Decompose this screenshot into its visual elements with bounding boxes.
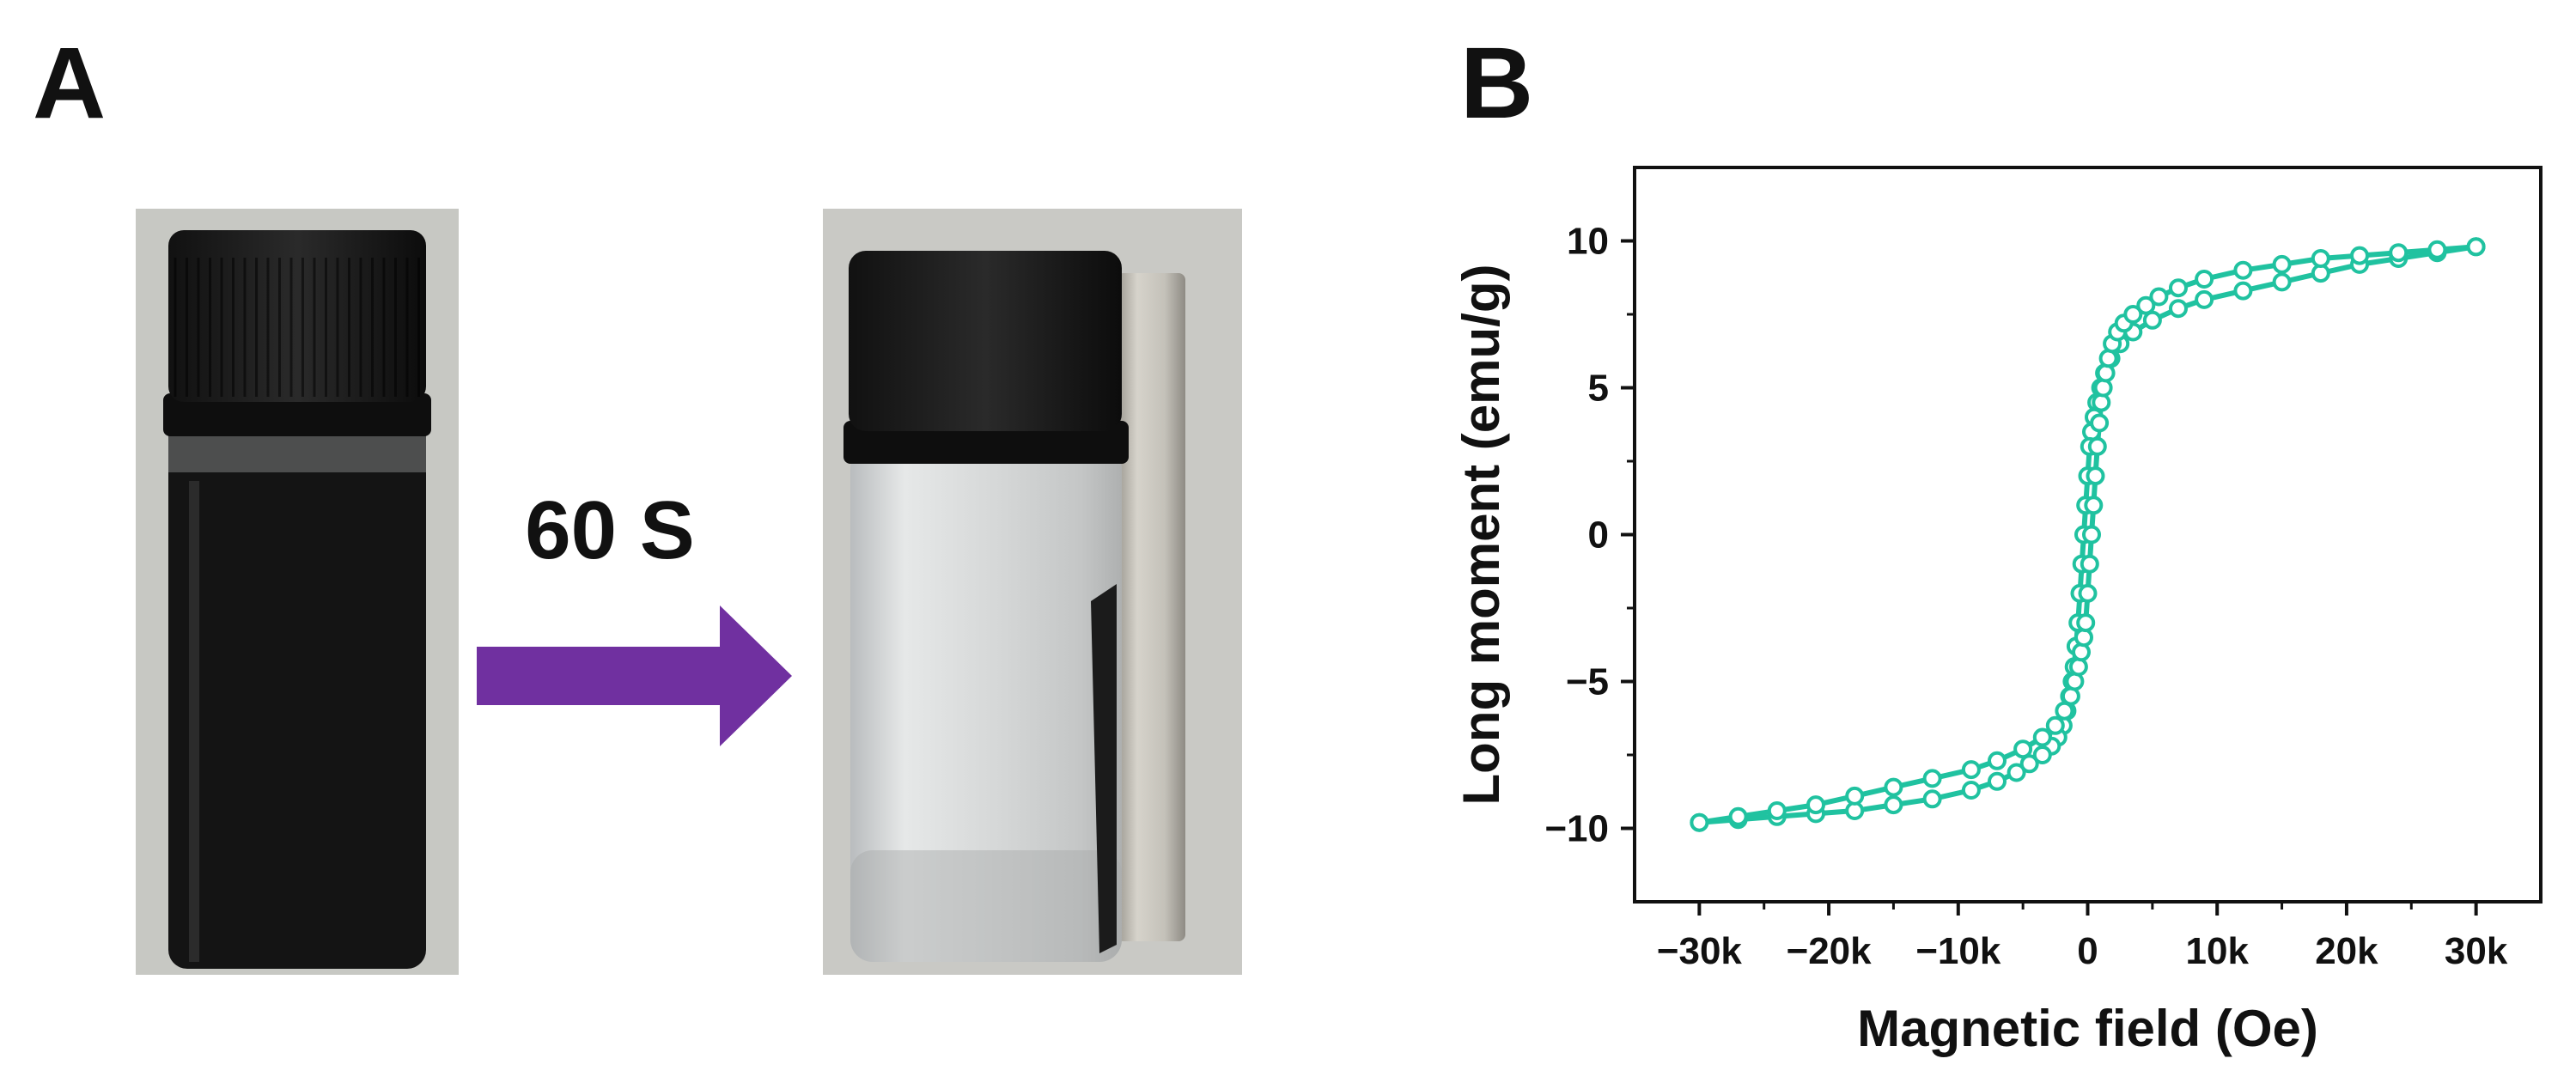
data-point (2055, 701, 2074, 721)
data-point (1884, 795, 1903, 815)
data-point (2466, 237, 2486, 257)
data-point (2389, 243, 2409, 263)
data-point (2076, 613, 2096, 633)
panel-b-label: B (1460, 27, 1534, 140)
panel-a-label: A (33, 27, 107, 140)
y-tick-label: 0 (1588, 514, 1609, 557)
data-point (2078, 583, 2098, 603)
data-point (1988, 771, 2007, 791)
x-tick-label: 30k (2445, 930, 2508, 972)
data-point (2272, 254, 2292, 274)
separation-time-label: 60 S (525, 484, 694, 576)
data-point (2019, 754, 2039, 774)
data-point (2169, 278, 2188, 298)
data-point (2233, 260, 2253, 280)
data-point (2074, 628, 2093, 648)
data-point (2068, 657, 2088, 677)
data-point (1988, 751, 2007, 770)
data-point (2084, 496, 2104, 515)
data-point (2169, 299, 2188, 319)
x-tick-label: 10k (2186, 930, 2250, 972)
x-tick-label: −20k (1787, 930, 1873, 972)
data-point (2142, 310, 2162, 330)
data-point (1728, 806, 1748, 826)
data-point (2092, 392, 2111, 412)
magnet-bar (1117, 273, 1185, 941)
x-tick-label: −10k (1915, 930, 2001, 972)
data-point (2350, 246, 2369, 265)
data-point (1767, 801, 1787, 820)
magnetic-particles (1091, 584, 1117, 953)
data-point (2093, 378, 2113, 398)
data-point (1922, 769, 1942, 788)
data-point (1961, 781, 1981, 800)
separation-arrow (477, 605, 792, 746)
data-point (2195, 289, 2214, 309)
vial-before-photo (136, 209, 459, 975)
data-point (1845, 786, 1865, 806)
data-point (2096, 363, 2116, 383)
y-axis-label: Long moment (emu/g) (1452, 265, 1510, 806)
y-tick-label: −5 (1566, 661, 1609, 703)
data-point (2013, 739, 2033, 759)
data-point (2427, 240, 2447, 259)
data-point (1884, 777, 1903, 797)
data-point (2149, 287, 2169, 307)
x-tick-label: 0 (2077, 930, 2098, 972)
data-point (2045, 715, 2065, 735)
data-point (2090, 413, 2110, 433)
data-point (2136, 295, 2156, 315)
data-point (2123, 305, 2143, 324)
y-tick-label: 5 (1588, 368, 1609, 410)
data-point (2233, 281, 2253, 301)
x-axis-label: Magnetic field (Oe) (1857, 1000, 2318, 1057)
data-point (2086, 466, 2105, 486)
data-point (2032, 745, 2052, 764)
data-point (1922, 789, 1942, 809)
data-point (1690, 812, 1709, 832)
data-point (1806, 795, 1825, 815)
data-point (2082, 525, 2101, 545)
data-point (2072, 642, 2091, 662)
x-tick-label: −30k (1657, 930, 1743, 972)
data-point (2311, 249, 2330, 268)
data-point (2032, 727, 2052, 747)
hysteresis-chart: −30k −20k −10k 0 10k 20k 30k −10 −5 0 5 10 Magneti… (1452, 166, 2543, 1057)
vial-after-photo (823, 209, 1242, 975)
data-point (2087, 436, 2107, 456)
x-tick-label: 20k (2315, 930, 2378, 972)
y-tick-label: 10 (1567, 221, 1609, 263)
data-point (1961, 760, 1981, 780)
data-point (2080, 554, 2099, 574)
data-point (2272, 272, 2292, 292)
data-point (2007, 763, 2026, 782)
data-point (2195, 270, 2214, 289)
y-tick-label: −10 (1544, 808, 1609, 850)
